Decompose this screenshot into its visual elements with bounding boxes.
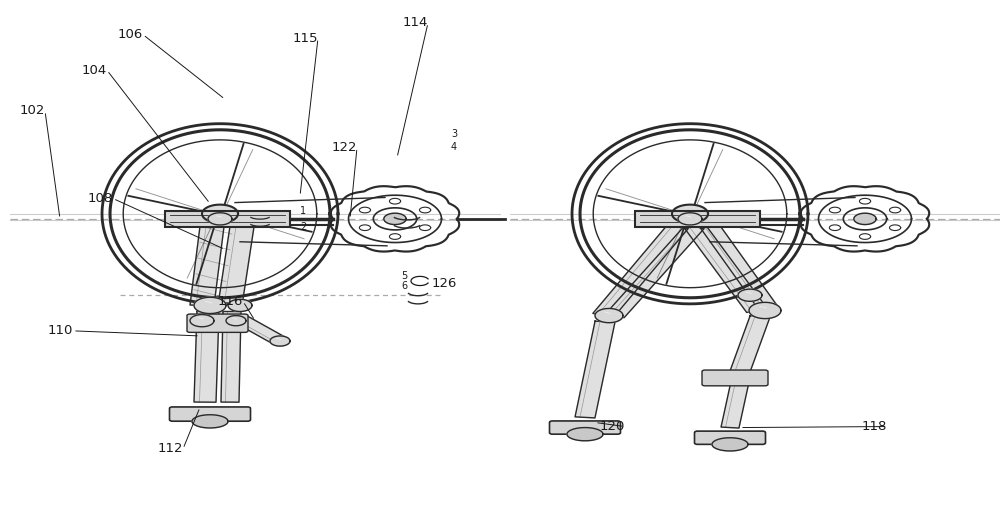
Polygon shape — [190, 226, 224, 306]
Text: 120: 120 — [600, 420, 625, 433]
Polygon shape — [226, 316, 246, 326]
Text: 2: 2 — [300, 221, 306, 232]
FancyBboxPatch shape — [550, 421, 620, 434]
Polygon shape — [221, 312, 241, 402]
Polygon shape — [218, 226, 254, 306]
Polygon shape — [701, 225, 779, 312]
Polygon shape — [384, 213, 406, 224]
Polygon shape — [672, 205, 708, 223]
Text: 5: 5 — [401, 271, 407, 281]
Polygon shape — [194, 297, 226, 314]
Text: 102: 102 — [20, 104, 45, 118]
Polygon shape — [730, 316, 770, 373]
Text: 118: 118 — [862, 420, 887, 433]
Text: 1: 1 — [300, 206, 306, 216]
Text: 122: 122 — [332, 141, 358, 154]
FancyBboxPatch shape — [187, 314, 248, 332]
Polygon shape — [208, 213, 232, 225]
Polygon shape — [194, 312, 219, 402]
Text: 106: 106 — [118, 28, 143, 41]
Polygon shape — [567, 428, 603, 441]
Polygon shape — [575, 321, 615, 418]
FancyBboxPatch shape — [702, 370, 768, 386]
FancyBboxPatch shape — [635, 211, 760, 227]
Polygon shape — [721, 381, 749, 428]
Text: 126: 126 — [432, 276, 457, 290]
Text: 104: 104 — [82, 64, 107, 77]
Text: 116: 116 — [218, 295, 243, 308]
Polygon shape — [231, 315, 287, 344]
Polygon shape — [270, 336, 290, 346]
Polygon shape — [854, 213, 876, 224]
Text: 6: 6 — [401, 281, 407, 291]
Polygon shape — [685, 224, 767, 313]
FancyBboxPatch shape — [169, 407, 250, 421]
Text: 4: 4 — [451, 142, 457, 152]
FancyBboxPatch shape — [694, 431, 766, 444]
Polygon shape — [749, 302, 781, 319]
Polygon shape — [738, 289, 762, 301]
FancyBboxPatch shape — [165, 211, 290, 227]
Polygon shape — [595, 308, 623, 323]
Polygon shape — [228, 299, 252, 312]
Text: 112: 112 — [158, 442, 184, 456]
Polygon shape — [606, 224, 704, 318]
Text: 110: 110 — [48, 324, 73, 337]
Polygon shape — [190, 315, 214, 327]
Text: 108: 108 — [88, 192, 113, 205]
Polygon shape — [202, 205, 238, 223]
Text: 115: 115 — [293, 32, 318, 45]
Text: 3: 3 — [451, 129, 457, 139]
Polygon shape — [593, 224, 688, 318]
Polygon shape — [712, 438, 748, 451]
Polygon shape — [678, 213, 702, 225]
Polygon shape — [192, 415, 228, 428]
Text: 114: 114 — [403, 16, 428, 30]
